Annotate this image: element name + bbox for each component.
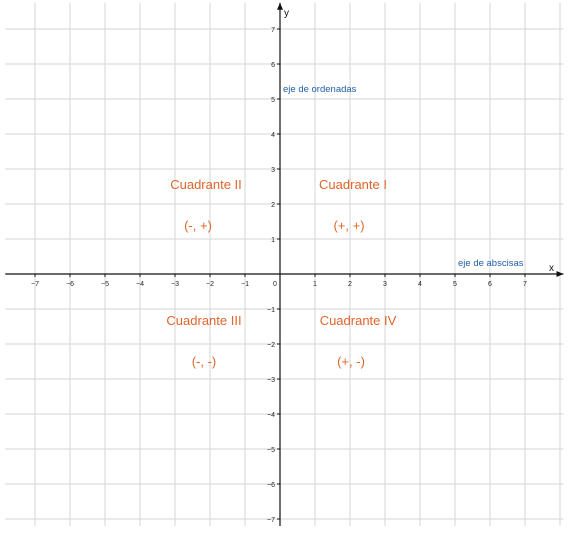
quadrant-1-name: Cuadrante I: [319, 177, 387, 192]
quadrant-3-signs: (-, -): [192, 354, 217, 369]
tick-labels: −7 −6 −5 −4 −3 −2 −1 0 1 2 3 4 5 6 7 −7 −6 −5 −4 −3 −2 −1 1 2 3 4…: [31, 27, 527, 524]
quadrant-4-signs: (+, -): [337, 354, 365, 369]
axes: [5, 2, 564, 526]
y-tick-label: −6: [267, 482, 275, 489]
grid: [5, 2, 564, 526]
y-tick-label: 3: [271, 167, 275, 174]
y-tick-label: −3: [267, 377, 275, 384]
x-axis-label: x: [549, 263, 554, 274]
x-tick-label: 4: [418, 281, 422, 288]
x-axis-arrow: [556, 271, 564, 277]
y-tick-label: 1: [271, 237, 275, 244]
x-axis-note: eje de abscisas: [458, 258, 524, 269]
y-tick-label: −1: [267, 307, 275, 314]
x-tick-label: −7: [31, 281, 39, 288]
y-tick-label: 5: [271, 97, 275, 104]
y-tick-label: 4: [271, 132, 275, 139]
quadrant-4-name: Cuadrante IV: [320, 313, 397, 328]
x-tick-label: 5: [453, 281, 457, 288]
y-axis-note: eje de ordenadas: [283, 84, 357, 95]
x-tick-label: 7: [523, 281, 527, 288]
y-tick-label: 2: [271, 202, 275, 209]
quadrant-2-name: Cuadrante II: [170, 177, 242, 192]
x-tick-label: 3: [383, 281, 387, 288]
x-tick-label: 2: [348, 281, 352, 288]
y-tick-label: 7: [271, 27, 275, 34]
y-tick-label: 6: [271, 62, 275, 69]
x-tick-label: 0: [273, 281, 277, 288]
x-tick-label: −3: [171, 281, 179, 288]
x-tick-label: −6: [66, 281, 74, 288]
quadrant-3-name: Cuadrante III: [166, 313, 241, 328]
quadrant-2-signs: (-, +): [184, 218, 212, 233]
x-tick-label: −4: [136, 281, 144, 288]
y-axis-label: y: [284, 8, 289, 19]
x-tick-label: 6: [488, 281, 492, 288]
y-tick-label: −4: [267, 412, 275, 419]
y-tick-label: −5: [267, 447, 275, 454]
x-tick-label: −1: [241, 281, 249, 288]
x-tick-label: −2: [206, 281, 214, 288]
y-tick-label: −7: [267, 517, 275, 524]
y-axis-arrow: [277, 2, 283, 10]
y-tick-label: −2: [267, 342, 275, 349]
x-tick-label: 1: [313, 281, 317, 288]
quadrant-1-signs: (+, +): [333, 218, 364, 233]
x-tick-label: −5: [101, 281, 109, 288]
